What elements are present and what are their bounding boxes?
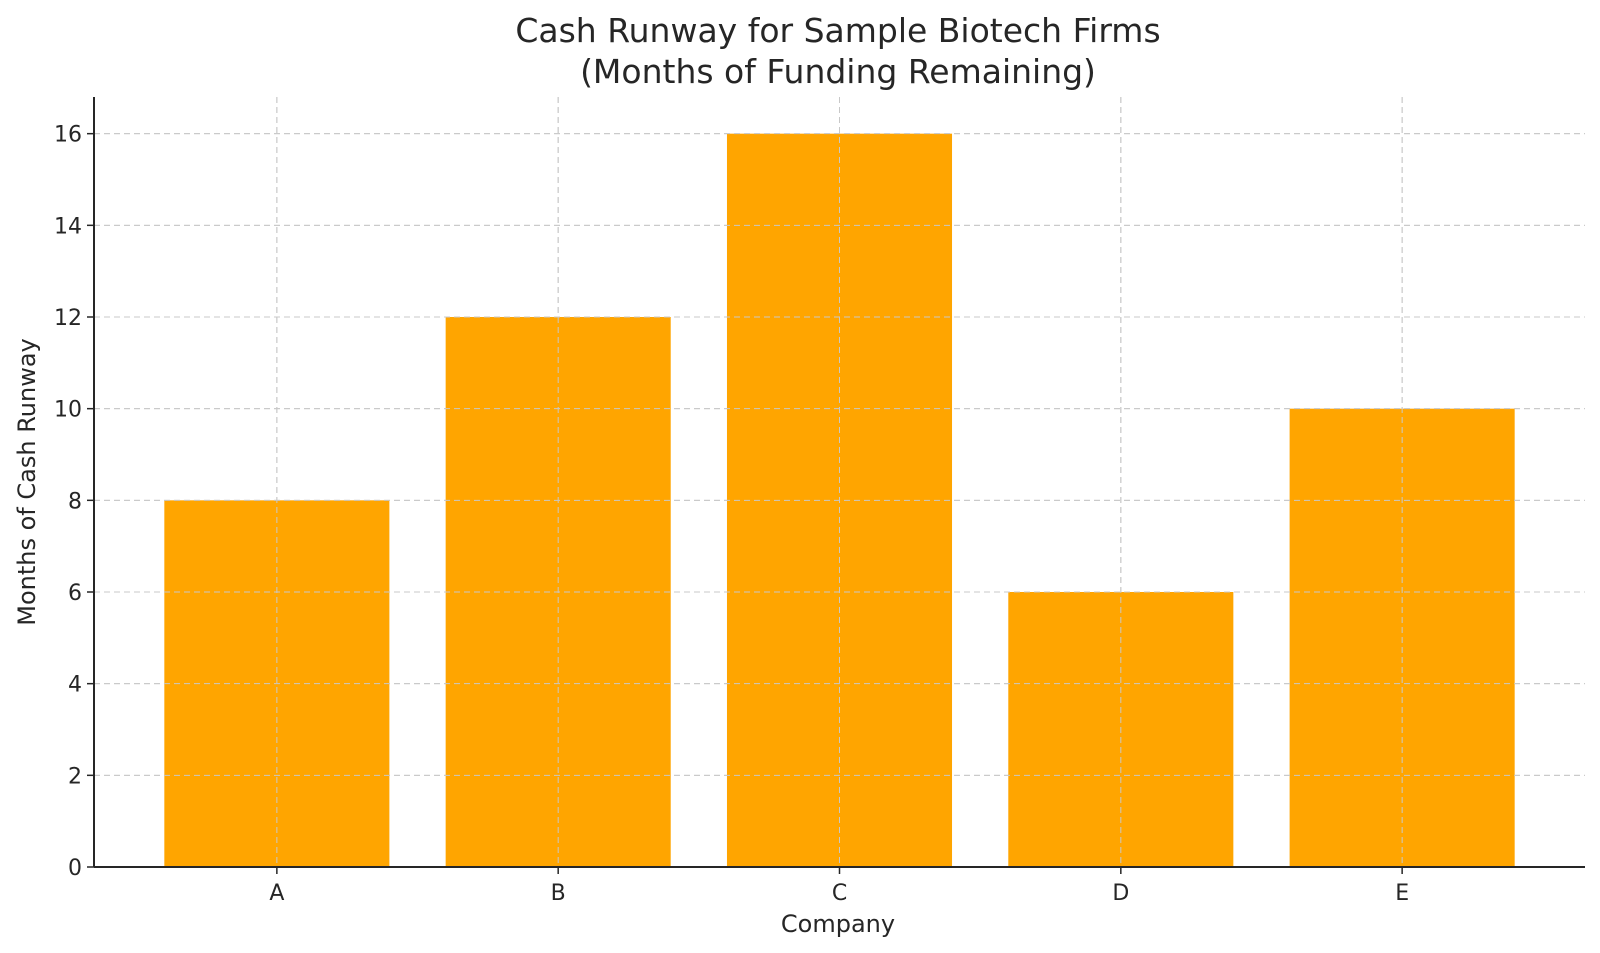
- x-axis-label: Company: [781, 910, 895, 938]
- x-tick-label: C: [832, 881, 847, 906]
- y-ticks: 0 2 4 6 8 10 12 14 16: [54, 123, 94, 881]
- y-tick-label: 14: [54, 214, 82, 239]
- y-tick-label: 2: [68, 764, 82, 789]
- x-tick-label: B: [551, 881, 566, 906]
- y-tick-label: 0: [68, 856, 82, 881]
- grid-overlay: [94, 97, 1585, 867]
- x-tick-label: E: [1395, 881, 1409, 906]
- y-tick-label: 12: [54, 306, 82, 331]
- y-tick-label: 4: [68, 673, 82, 698]
- chart-title: Cash Runway for Sample Biotech Firms: [515, 11, 1160, 50]
- x-tick-label: D: [1112, 881, 1129, 906]
- x-ticks: A B C D E: [269, 867, 1409, 906]
- chart-subtitle: (Months of Funding Remaining): [580, 52, 1096, 91]
- x-tick-label: A: [269, 881, 284, 906]
- y-tick-label: 6: [68, 581, 82, 606]
- y-tick-label: 8: [68, 489, 82, 514]
- y-axis-label: Months of Cash Runway: [13, 338, 41, 625]
- y-tick-label: 10: [54, 398, 82, 423]
- y-tick-label: 16: [54, 123, 82, 148]
